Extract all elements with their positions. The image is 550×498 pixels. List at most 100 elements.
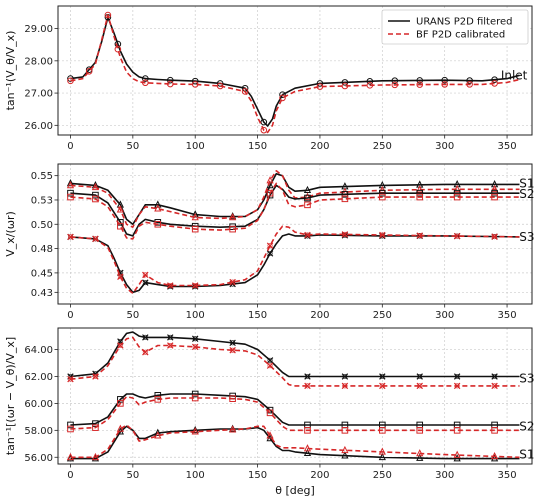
x-tick-label: 250: [373, 141, 392, 152]
data-point-ring: [117, 343, 123, 349]
data-point: [167, 342, 174, 349]
data-point-ring: [454, 383, 460, 389]
data-point-ring: [192, 283, 198, 289]
data-point-ring: [192, 344, 198, 350]
data-point: [67, 77, 74, 85]
x-tick-label: 200: [310, 141, 329, 152]
data-point: [117, 273, 124, 281]
data-point-ring: [230, 340, 236, 346]
data-point-ring: [92, 373, 98, 379]
data-point: [191, 210, 199, 218]
data-point: [379, 189, 386, 197]
data-point: [66, 179, 75, 187]
data-point: [491, 189, 498, 197]
data-point: [191, 335, 199, 342]
data-point: [379, 382, 386, 390]
data-point: [66, 180, 75, 189]
series-bf-s3: [67, 225, 520, 295]
data-point: [191, 225, 199, 233]
data-point: [117, 400, 124, 407]
data-point-ring: [167, 283, 173, 289]
data-point: [241, 88, 249, 95]
data-point: [391, 77, 399, 84]
series-line: [70, 170, 520, 228]
data-point: [114, 45, 122, 53]
data-point-ring: [417, 383, 423, 389]
panel-bottom: 0 50 100 150 200 250 300 350 56.00 58.00 60.00 62.0…: [4, 327, 534, 497]
y-tick-label: 62.00: [24, 372, 53, 383]
data-point: [166, 76, 174, 84]
data-point: [378, 452, 386, 461]
x-axis-label: θ [deg]: [275, 484, 315, 497]
legend-entry: URANS P2D filtered: [416, 17, 513, 28]
data-point: [154, 431, 162, 439]
legend-entry: BF P2D calibrated: [416, 30, 505, 41]
data-point: [167, 334, 174, 341]
data-point-ring: [267, 363, 273, 369]
data-point: [378, 447, 386, 455]
x-tick-label: 50: [126, 470, 139, 481]
data-point-ring: [379, 373, 385, 379]
series-bf-s2: [67, 394, 520, 434]
x-tick-label: 50: [126, 141, 139, 152]
data-point: [416, 453, 424, 461]
data-point: [191, 427, 199, 435]
y-axis-label: tan⁻¹(V_θ/V_x): [4, 31, 17, 111]
data-point-ring: [142, 334, 148, 340]
data-point: [66, 452, 75, 461]
data-point: [142, 349, 149, 356]
series-bf-s3: [67, 336, 520, 390]
data-point: [491, 427, 498, 434]
data-point: [142, 75, 149, 82]
data-point: [491, 193, 498, 201]
data-point: [154, 220, 162, 228]
y-axis-label: tan⁻¹[(ωr − V_θ)/V_x]: [4, 337, 17, 455]
x-tick-label: 300: [435, 470, 454, 481]
series-line: [70, 336, 520, 387]
data-point: [154, 396, 162, 403]
data-point: [229, 346, 236, 354]
y-tick-label: 26.00: [24, 121, 53, 132]
x-tick-label: 250: [373, 310, 392, 321]
data-point: [379, 193, 386, 201]
data-point-ring: [67, 376, 73, 382]
data-point: [66, 454, 75, 462]
data-point: [379, 373, 386, 380]
data-point: [191, 213, 199, 221]
y-tick-label: 27.00: [24, 89, 53, 100]
data-point: [416, 81, 424, 88]
data-point-ring: [379, 383, 385, 389]
series-line: [70, 331, 520, 378]
series-line: [70, 424, 520, 459]
data-point: [304, 382, 311, 390]
data-point-ring: [342, 373, 348, 379]
data-point: [67, 425, 74, 433]
data-point: [316, 83, 324, 90]
data-point: [490, 454, 499, 462]
data-point: [92, 420, 99, 427]
data-point: [154, 428, 162, 436]
y-tick-label: 56.00: [24, 453, 53, 464]
data-point-ring: [230, 347, 236, 353]
data-point: [341, 191, 349, 198]
series-line: [70, 395, 520, 432]
data-point-ring: [304, 232, 310, 238]
y-tick-label: 29.00: [24, 24, 53, 35]
data-point: [304, 194, 311, 202]
data-point: [67, 193, 74, 201]
data-point: [104, 11, 112, 19]
data-point: [154, 392, 162, 399]
data-point: [304, 201, 311, 209]
data-point: [303, 444, 312, 452]
series-line: [70, 233, 520, 294]
data-point: [453, 373, 461, 380]
data-point: [341, 82, 349, 90]
data-point: [341, 373, 349, 380]
data-point: [67, 421, 74, 429]
data-point: [117, 222, 124, 230]
x-tick-label: 0: [67, 470, 73, 481]
data-point: [453, 189, 461, 197]
x-tick-label: 200: [310, 470, 329, 481]
data-point: [416, 189, 424, 197]
